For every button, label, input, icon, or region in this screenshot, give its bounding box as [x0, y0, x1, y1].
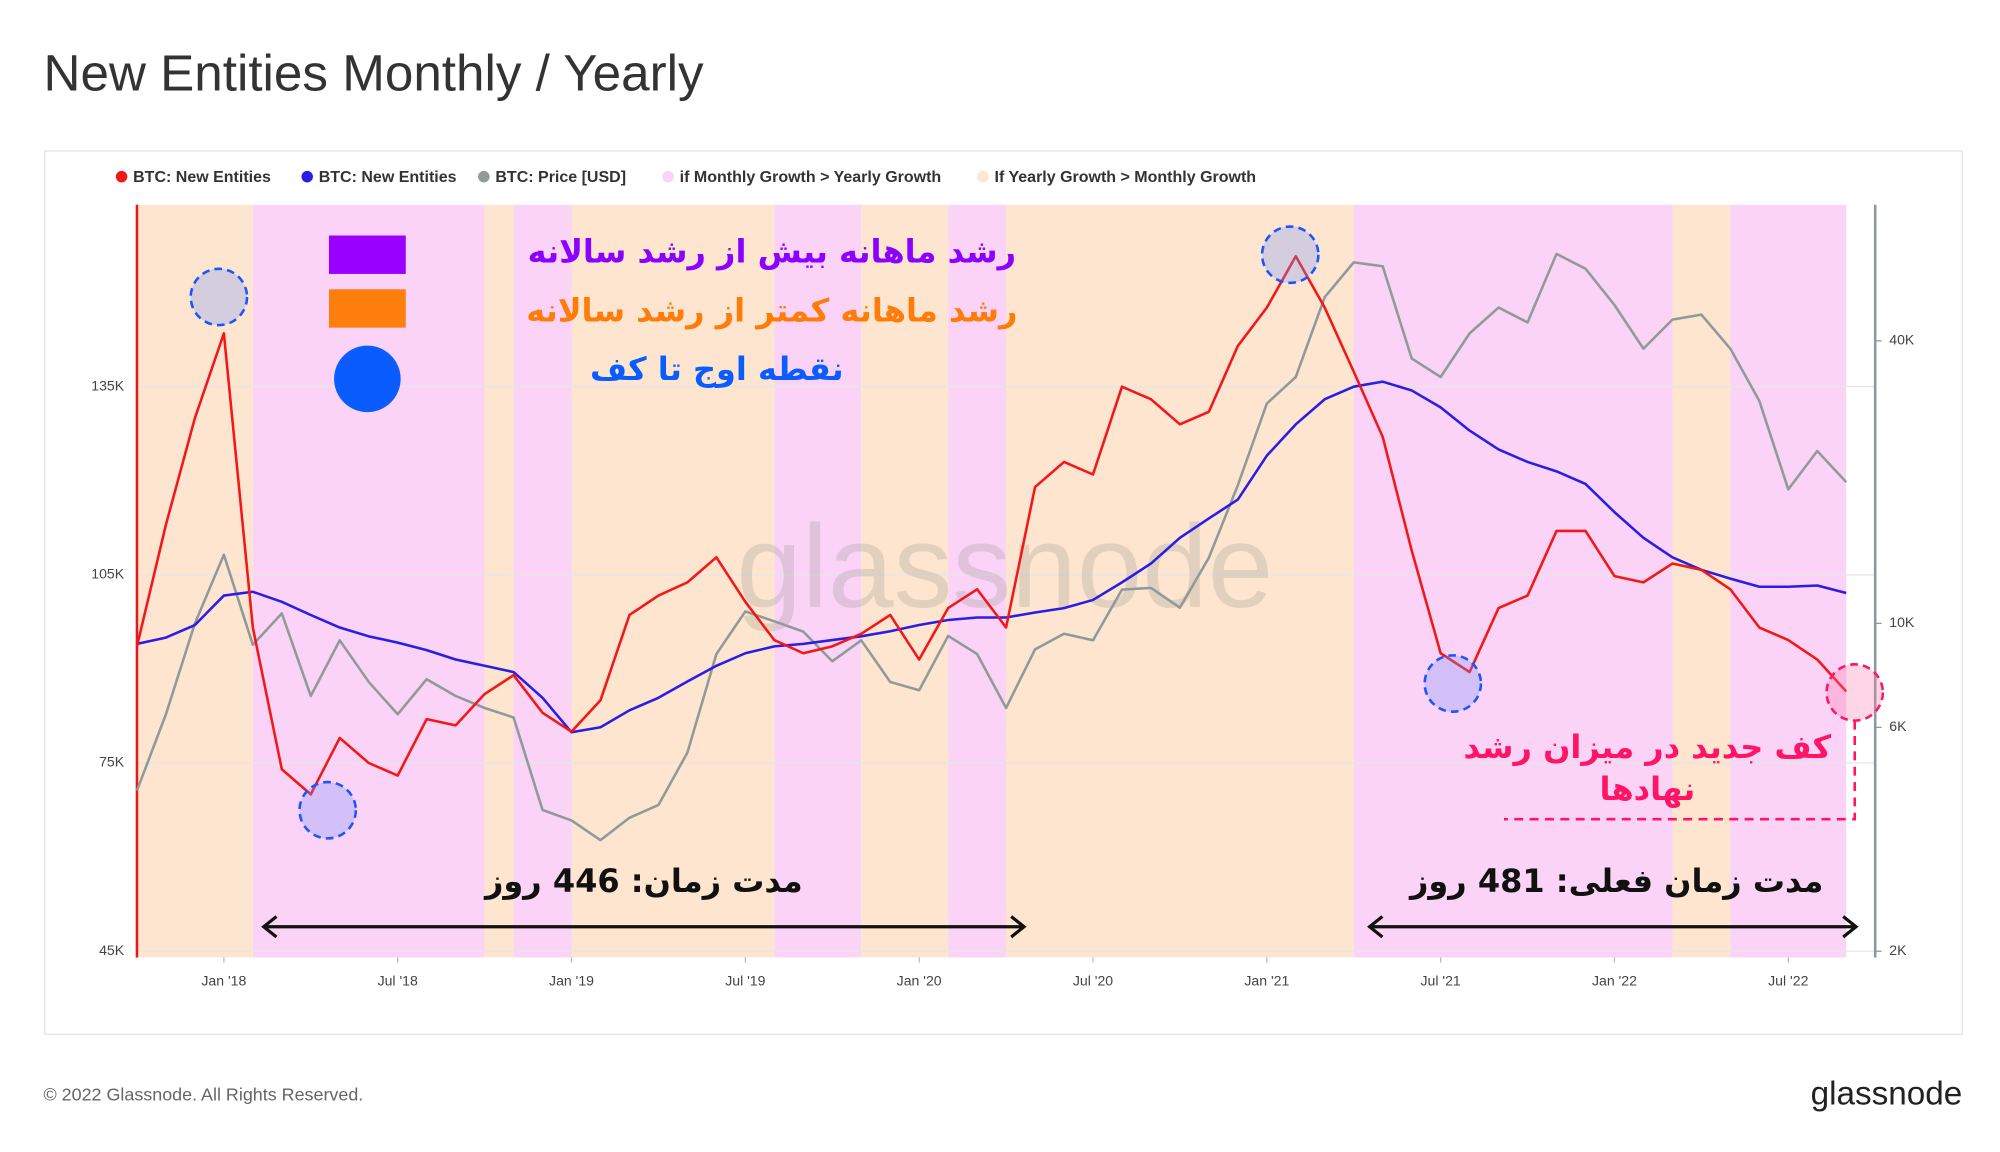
- annotations: رشد ماهانه بیش از رشد سالانه رشد ماهانه ک…: [189, 225, 1885, 939]
- legend-marker: [301, 170, 313, 183]
- shade-band: [861, 204, 949, 958]
- annotation-text: رشد ماهانه کمتر از رشد سالانه: [526, 291, 1017, 329]
- shade-band: [1730, 204, 1847, 958]
- legend-label: if Monthly Growth > Yearly Growth: [680, 169, 942, 186]
- annotation-text: مدت زمان فعلی: 481 روز: [1408, 862, 1823, 900]
- arrow: [261, 915, 1027, 939]
- shade-band: [774, 204, 862, 958]
- series-line: [136, 380, 1847, 734]
- y2-tick-label: 6K: [1889, 718, 1907, 734]
- watermark: glassnode: [736, 500, 1273, 632]
- bottom-circle: [298, 780, 358, 840]
- legend-marker: [115, 170, 128, 183]
- y-tick-label: 45K: [99, 942, 125, 958]
- x-tick-label: Jan '20: [897, 972, 942, 988]
- legend-label: If Yearly Growth > Monthly Growth: [995, 169, 1257, 186]
- y2-tick-label: 10K: [1889, 614, 1915, 630]
- annotation-text: مدت زمان: 446 روز: [483, 862, 803, 900]
- shade-band: [1672, 204, 1731, 958]
- x-tick-label: Jul '22: [1768, 972, 1808, 988]
- annotation-text: رشد ماهانه بیش از رشد سالانه: [528, 232, 1016, 270]
- shade-band: [571, 204, 775, 958]
- swatch: [328, 235, 406, 274]
- legend-label: BTC: New Entities: [319, 169, 457, 186]
- shade-band: [1006, 204, 1354, 958]
- annotation-text: نقطه اوج تا کف: [590, 350, 844, 388]
- y2-tick-label: 40K: [1889, 332, 1915, 348]
- legend-label: BTC: New Entities: [133, 169, 271, 186]
- shade-band: [948, 204, 1007, 958]
- legend-label: BTC: Price [USD]: [495, 169, 626, 186]
- swatch: [334, 345, 401, 413]
- series-line: [135, 254, 1848, 796]
- y-tick-label: 135K: [91, 377, 124, 393]
- legend-marker: [478, 170, 490, 183]
- legend-marker: [977, 170, 989, 183]
- x-tick-label: Jan '21: [1244, 972, 1289, 988]
- x-tick-label: Jul '19: [725, 972, 765, 988]
- legend-marker: [662, 170, 674, 183]
- x-tick-label: Jan '19: [549, 972, 594, 988]
- annotation-text: نهادها: [1599, 770, 1695, 808]
- y-tick-label: 75K: [99, 754, 125, 770]
- swatch: [328, 289, 406, 328]
- footer: © 2022 Glassnode. All Rights Reserved.: [44, 1084, 364, 1104]
- arrow: [1367, 915, 1859, 939]
- shade-band: [484, 204, 514, 958]
- shade-band: [513, 204, 572, 958]
- bottom-circle: [1423, 654, 1483, 713]
- peak-circle: [189, 267, 249, 327]
- x-tick-label: Jul '21: [1421, 972, 1461, 988]
- annotation-text: کف جدید در میزان رشد: [1464, 728, 1832, 766]
- peak-circle: [1260, 225, 1320, 285]
- series-line: [135, 252, 1848, 842]
- chart-frame: [44, 150, 1963, 1035]
- y2-tick-label: 2K: [1889, 942, 1907, 958]
- chart-title: New Entities Monthly / Yearly: [44, 44, 704, 101]
- x-tick-label: Jan '18: [201, 972, 246, 988]
- shade-band: [1353, 204, 1673, 958]
- logo: glassnode: [1811, 1075, 1963, 1112]
- y-tick-label: 105K: [91, 566, 124, 582]
- x-tick-label: Jul '18: [378, 972, 418, 988]
- x-tick-label: Jul '20: [1073, 972, 1113, 988]
- shade-band: [252, 204, 485, 958]
- plot-area: 45K 75K 105K 135K 2K 6K 10K 40K Jan '18 Jul '18 Ja…: [91, 169, 1915, 988]
- callout-line: [1504, 720, 1856, 821]
- new-bottom-circle: [1825, 663, 1885, 722]
- x-tick-label: Jan '22: [1592, 972, 1637, 988]
